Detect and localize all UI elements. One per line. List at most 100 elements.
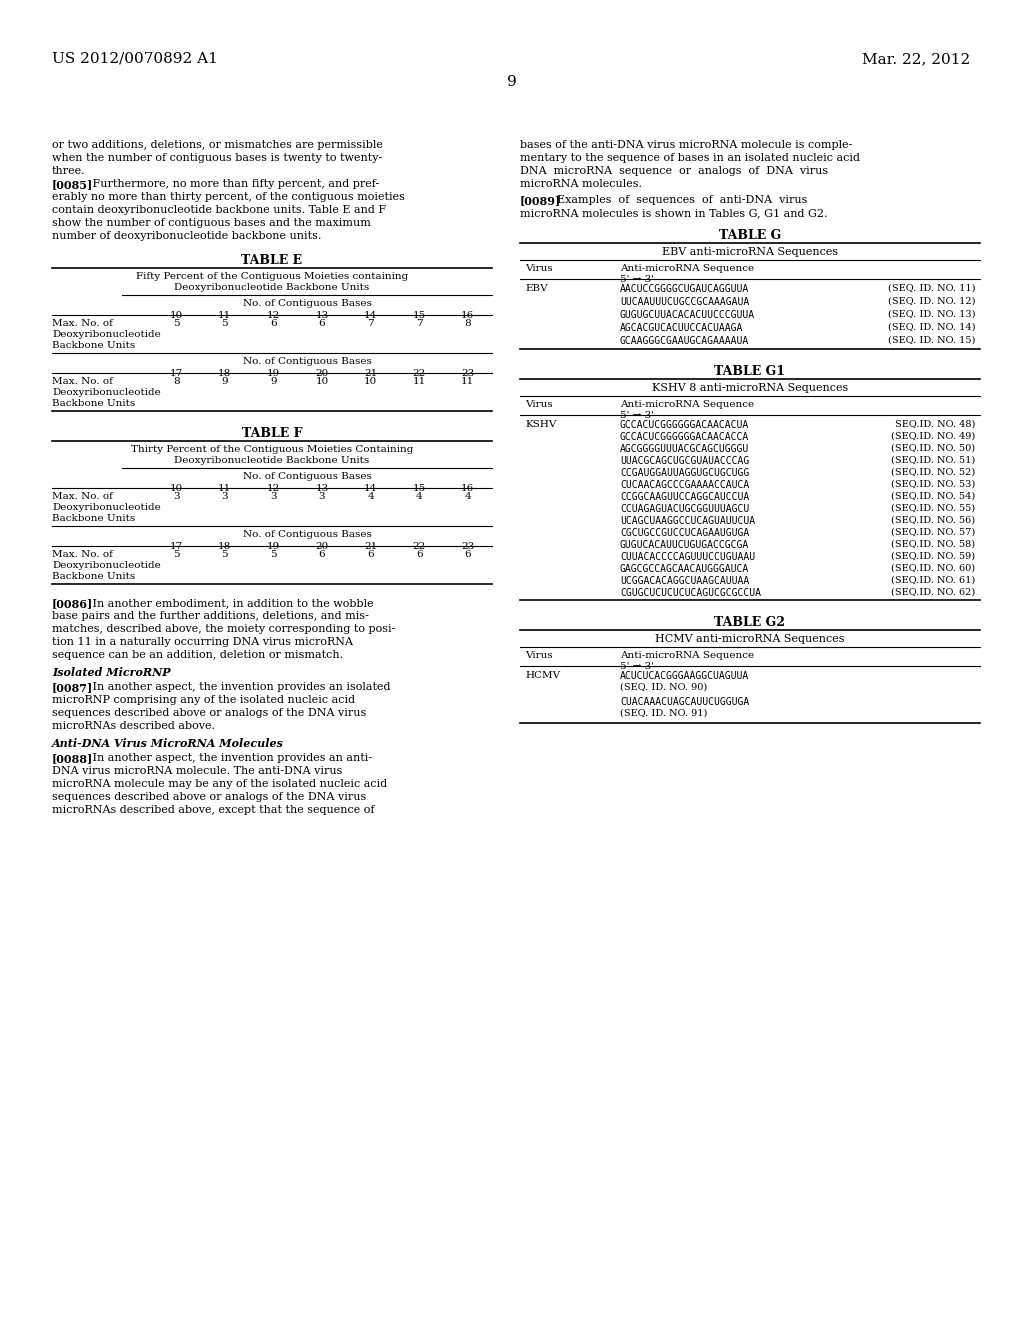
Text: (SEQ. ID. NO. 12): (SEQ. ID. NO. 12) xyxy=(888,297,975,306)
Text: Deoxyribonucleotide Backbone Units: Deoxyribonucleotide Backbone Units xyxy=(174,455,370,465)
Text: 12: 12 xyxy=(267,312,280,319)
Text: (SEQ.ID. NO. 58): (SEQ.ID. NO. 58) xyxy=(891,540,975,549)
Text: Deoxyribonucleotide Backbone Units: Deoxyribonucleotide Backbone Units xyxy=(174,282,370,292)
Text: No. of Contiguous Bases: No. of Contiguous Bases xyxy=(243,531,372,539)
Text: (SEQ.ID. NO. 51): (SEQ.ID. NO. 51) xyxy=(891,455,975,465)
Text: 19: 19 xyxy=(267,370,280,378)
Text: sequences described above or analogs of the DNA virus: sequences described above or analogs of … xyxy=(52,708,367,718)
Text: 10: 10 xyxy=(364,378,377,385)
Text: tion 11 in a naturally occurring DNA virus microRNA: tion 11 in a naturally occurring DNA vir… xyxy=(52,638,353,647)
Text: (SEQ.ID. NO. 54): (SEQ.ID. NO. 54) xyxy=(891,492,975,502)
Text: CCGGCAAGUUCCAGGCAUCCUA: CCGGCAAGUUCCAGGCAUCCUA xyxy=(620,492,750,502)
Text: 11: 11 xyxy=(218,484,231,492)
Text: 5: 5 xyxy=(221,319,228,327)
Text: or two additions, deletions, or mismatches are permissible: or two additions, deletions, or mismatch… xyxy=(52,140,383,150)
Text: CGUGCUCUCUCUCAGUCGCGCCUA: CGUGCUCUCUCUCAGUCGCGCCUA xyxy=(620,587,761,598)
Text: 4: 4 xyxy=(368,492,374,502)
Text: sequence can be an addition, deletion or mismatch.: sequence can be an addition, deletion or… xyxy=(52,649,343,660)
Text: 6: 6 xyxy=(270,319,276,327)
Text: (SEQ.ID. NO. 49): (SEQ.ID. NO. 49) xyxy=(891,432,975,441)
Text: 15: 15 xyxy=(413,484,426,492)
Text: (SEQ. ID. NO. 91): (SEQ. ID. NO. 91) xyxy=(620,709,708,718)
Text: GCCACUCGGGGGGACAACACUA: GCCACUCGGGGGGACAACACUA xyxy=(620,420,750,430)
Text: 21: 21 xyxy=(364,543,377,550)
Text: 9: 9 xyxy=(270,378,276,385)
Text: TABLE F: TABLE F xyxy=(242,426,302,440)
Text: Backbone Units: Backbone Units xyxy=(52,341,135,350)
Text: 8: 8 xyxy=(465,319,471,327)
Text: Max. No. of: Max. No. of xyxy=(52,550,113,558)
Text: (SEQ.ID. NO. 57): (SEQ.ID. NO. 57) xyxy=(891,528,975,537)
Text: microRNA molecule may be any of the isolated nucleic acid: microRNA molecule may be any of the isol… xyxy=(52,779,387,789)
Text: matches, described above, the moiety corresponding to posi-: matches, described above, the moiety cor… xyxy=(52,624,395,634)
Text: [0087]: [0087] xyxy=(52,682,93,693)
Text: (SEQ. ID. NO. 14): (SEQ. ID. NO. 14) xyxy=(888,323,975,333)
Text: 22: 22 xyxy=(413,370,426,378)
Text: (SEQ.ID. NO. 56): (SEQ.ID. NO. 56) xyxy=(891,516,975,525)
Text: (SEQ. ID. NO. 13): (SEQ. ID. NO. 13) xyxy=(888,310,975,319)
Text: UCAGCUAAGGCCUCAGUAUUCUA: UCAGCUAAGGCCUCAGUAUUCUA xyxy=(620,516,755,525)
Text: KSHV: KSHV xyxy=(525,420,556,429)
Text: Anti-DNA Virus MicroRNA Molecules: Anti-DNA Virus MicroRNA Molecules xyxy=(52,738,284,748)
Text: HCMV: HCMV xyxy=(525,671,560,680)
Text: Deoxyribonucleotide: Deoxyribonucleotide xyxy=(52,330,161,339)
Text: 8: 8 xyxy=(173,378,179,385)
Text: CUCAACAGCCCGAAAACCAUCA: CUCAACAGCCCGAAAACCAUCA xyxy=(620,480,750,490)
Text: 13: 13 xyxy=(315,312,329,319)
Text: Virus: Virus xyxy=(525,264,553,273)
Text: 18: 18 xyxy=(218,543,231,550)
Text: erably no more than thirty percent, of the contiguous moieties: erably no more than thirty percent, of t… xyxy=(52,191,404,202)
Text: 6: 6 xyxy=(318,550,326,558)
Text: Thirty Percent of the Contiguous Moieties Containing: Thirty Percent of the Contiguous Moietie… xyxy=(131,445,414,454)
Text: contain deoxyribonucleotide backbone units. Table E and F: contain deoxyribonucleotide backbone uni… xyxy=(52,205,386,215)
Text: 5: 5 xyxy=(221,550,228,558)
Text: 14: 14 xyxy=(364,484,377,492)
Text: 5' → 3': 5' → 3' xyxy=(620,663,654,671)
Text: 5: 5 xyxy=(173,550,179,558)
Text: 7: 7 xyxy=(368,319,374,327)
Text: 5' → 3': 5' → 3' xyxy=(620,275,654,284)
Text: (SEQ.ID. NO. 60): (SEQ.ID. NO. 60) xyxy=(891,564,975,573)
Text: AGCACGUCACUUCCACUAAGA: AGCACGUCACUUCCACUAAGA xyxy=(620,323,743,333)
Text: 6: 6 xyxy=(465,550,471,558)
Text: Max. No. of: Max. No. of xyxy=(52,319,113,327)
Text: [0089]: [0089] xyxy=(520,195,561,206)
Text: Virus: Virus xyxy=(525,651,553,660)
Text: US 2012/0070892 A1: US 2012/0070892 A1 xyxy=(52,51,218,66)
Text: microRNAs described above.: microRNAs described above. xyxy=(52,721,215,731)
Text: microRNAs described above, except that the sequence of: microRNAs described above, except that t… xyxy=(52,805,375,814)
Text: 3: 3 xyxy=(270,492,276,502)
Text: Isolated MicroRNP: Isolated MicroRNP xyxy=(52,667,171,678)
Text: (SEQ. ID. NO. 90): (SEQ. ID. NO. 90) xyxy=(620,682,708,692)
Text: 6: 6 xyxy=(318,319,326,327)
Text: 16: 16 xyxy=(461,312,474,319)
Text: Mar. 22, 2012: Mar. 22, 2012 xyxy=(862,51,970,66)
Text: GUGUCACAUUCUGUGACCGCGA: GUGUCACAUUCUGUGACCGCGA xyxy=(620,540,750,550)
Text: (SEQ.ID. NO. 59): (SEQ.ID. NO. 59) xyxy=(891,552,975,561)
Text: microRNA molecules is shown in Tables G, G1 and G2.: microRNA molecules is shown in Tables G,… xyxy=(520,209,827,218)
Text: Anti-microRNA Sequence: Anti-microRNA Sequence xyxy=(620,651,754,660)
Text: 20: 20 xyxy=(315,543,329,550)
Text: UUACGCAGCUGCGUAUACCCAG: UUACGCAGCUGCGUAUACCCAG xyxy=(620,455,750,466)
Text: 10: 10 xyxy=(170,484,183,492)
Text: TABLE G1: TABLE G1 xyxy=(715,366,785,378)
Text: 11: 11 xyxy=(218,312,231,319)
Text: HCMV anti-microRNA Sequences: HCMV anti-microRNA Sequences xyxy=(655,634,845,644)
Text: GUGUGCUUACACACUUCCCGUUA: GUGUGCUUACACACUUCCCGUUA xyxy=(620,310,755,319)
Text: GAGCGCCAGCAACAUGGGAUCA: GAGCGCCAGCAACAUGGGAUCA xyxy=(620,564,750,574)
Text: 19: 19 xyxy=(267,543,280,550)
Text: when the number of contiguous bases is twenty to twenty-: when the number of contiguous bases is t… xyxy=(52,153,382,162)
Text: [0088]: [0088] xyxy=(52,752,93,764)
Text: 17: 17 xyxy=(170,543,183,550)
Text: [0085]: [0085] xyxy=(52,180,93,190)
Text: show the number of contiguous bases and the maximum: show the number of contiguous bases and … xyxy=(52,218,371,228)
Text: No. of Contiguous Bases: No. of Contiguous Bases xyxy=(243,473,372,480)
Text: three.: three. xyxy=(52,166,86,176)
Text: Furthermore, no more than fifty percent, and pref-: Furthermore, no more than fifty percent,… xyxy=(89,180,379,189)
Text: AGCGGGGUUUACGCAGCUGGGU: AGCGGGGUUUACGCAGCUGGGU xyxy=(620,444,750,454)
Text: (SEQ.ID. NO. 50): (SEQ.ID. NO. 50) xyxy=(891,444,975,453)
Text: 22: 22 xyxy=(413,543,426,550)
Text: 3: 3 xyxy=(173,492,179,502)
Text: Max. No. of: Max. No. of xyxy=(52,378,113,385)
Text: Deoxyribonucleotide: Deoxyribonucleotide xyxy=(52,388,161,397)
